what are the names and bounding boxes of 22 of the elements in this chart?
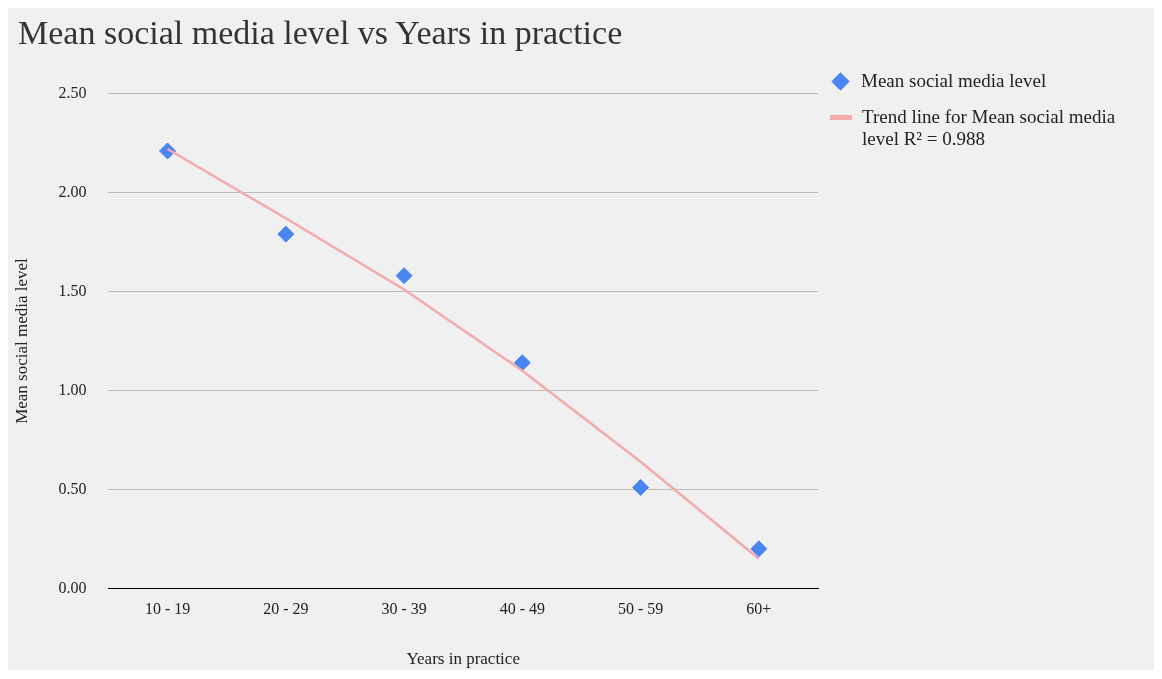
- chart-title: Mean social media level vs Years in practice: [17, 13, 624, 53]
- legend-label: Trend line for Mean social media level R² = 0.988: [862, 106, 1117, 150]
- x-tick-label: 40 - 49: [499, 600, 545, 618]
- y-tick-label: 0.00: [58, 578, 87, 596]
- y-tick-label: 0.50: [58, 479, 87, 497]
- x-tick-label: 50 - 59: [617, 600, 664, 618]
- x-tick-label: 30 - 39: [381, 600, 427, 618]
- y-axis-title: Mean social media level: [11, 257, 31, 424]
- point: [750, 540, 768, 558]
- point: [513, 354, 531, 372]
- point: [632, 478, 650, 496]
- x-axis-title: Years in practice: [406, 649, 520, 669]
- point: [395, 267, 413, 285]
- y-tick-label: 2.00: [58, 182, 87, 200]
- x-tick-label: 10 - 19: [144, 600, 191, 618]
- legend-label: Mean social media level: [861, 70, 1047, 92]
- y-tick-label: 1.00: [58, 380, 87, 398]
- x-tick-label: 20 - 29: [263, 600, 309, 618]
- y-tick-label: 2.50: [58, 83, 87, 101]
- x-tick-label: 60+: [746, 600, 772, 618]
- y-tick-label: 1.50: [58, 281, 87, 299]
- point: [277, 225, 295, 243]
